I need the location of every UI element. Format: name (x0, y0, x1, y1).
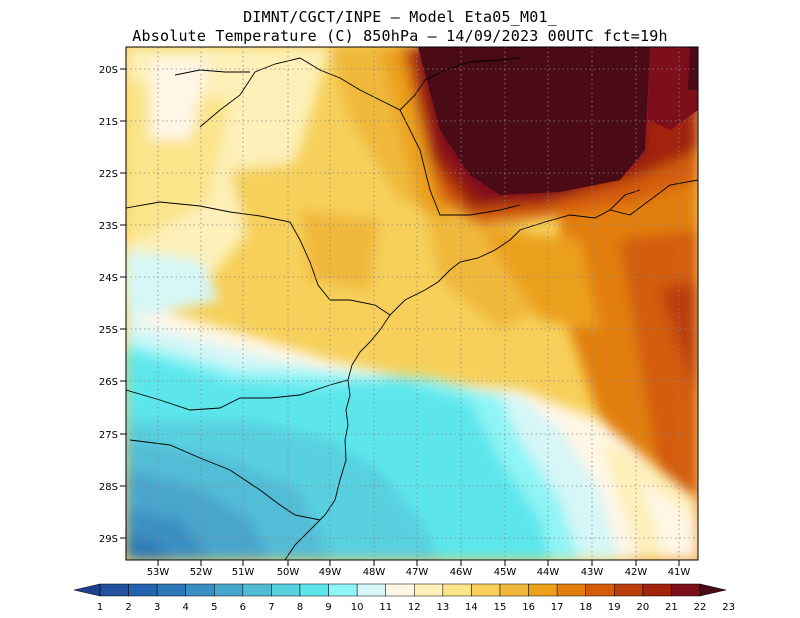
colorbar-label: 18 (579, 602, 592, 613)
lat-label: 25S (99, 325, 118, 336)
colorbar: 1 2 3 4 5 6 7 8 9 10 11 12 13 14 15 16 17 18 19 20 21 22 23 (73, 583, 735, 613)
colorbar-swatch (156, 583, 186, 597)
lat-label: 27S (99, 430, 118, 441)
colorbar-label: 2 (125, 602, 131, 613)
colorbar-swatch (128, 583, 158, 597)
lat-label: 21S (99, 117, 118, 128)
colorbar-swatch (328, 583, 358, 597)
colorbar-label: 10 (351, 602, 364, 613)
latitude-axis: 20S 21S 22S 23S 24S 25S 26S 27S 28S 29S (99, 65, 126, 545)
colorbar-swatch (214, 583, 244, 597)
colorbar-label: 22 (694, 602, 707, 613)
lat-label: 29S (99, 534, 118, 545)
lat-lon-grid (126, 47, 698, 560)
colorbar-label: 23 (722, 602, 735, 613)
lon-label: 45W (494, 567, 517, 578)
lat-label: 28S (99, 482, 118, 493)
temperature-field (126, 47, 698, 560)
lon-label: 41W (668, 567, 691, 578)
map-frame (125, 46, 699, 561)
lat-label: 23S (99, 221, 118, 232)
lon-label: 50W (277, 567, 300, 578)
colorbar-label: 16 (522, 602, 535, 613)
colorbar-label: 4 (183, 602, 189, 613)
colorbar-label: 20 (636, 602, 649, 613)
colorbar-arrow-high (699, 583, 727, 597)
colorbar-swatch (642, 583, 672, 597)
lon-label: 43W (581, 567, 604, 578)
colorbar-swatch (99, 583, 129, 597)
coastline-and-borders (126, 57, 698, 560)
lat-label: 22S (99, 169, 118, 180)
lon-label: 49W (319, 567, 342, 578)
colorbar-label: 21 (665, 602, 678, 613)
colorbar-swatch (271, 583, 301, 597)
lat-label: 26S (99, 377, 118, 388)
colorbar-label: 5 (211, 602, 217, 613)
longitude-axis: 53W 52W 51W 50W 49W 48W 47W 46W 45W 44W … (147, 560, 691, 578)
colorbar-swatch (585, 583, 615, 597)
lat-label: 20S (99, 65, 118, 76)
colorbar-swatch (499, 583, 529, 597)
lon-label: 47W (406, 567, 429, 578)
colorbar-label: 13 (436, 602, 449, 613)
colorbar-swatch (185, 583, 215, 597)
colorbar-label: 14 (465, 602, 478, 613)
colorbar-label: 15 (494, 602, 507, 613)
colorbar-label: 9 (325, 602, 331, 613)
colorbar-swatch (385, 583, 415, 597)
lon-label: 51W (232, 567, 255, 578)
colorbar-swatch (528, 583, 558, 597)
lon-label: 48W (363, 567, 386, 578)
colorbar-swatch (556, 583, 586, 597)
colorbar-swatch (414, 583, 444, 597)
colorbar-label: 6 (240, 602, 246, 613)
colorbar-swatch (442, 583, 472, 597)
colorbar-label: 3 (154, 602, 160, 613)
lon-label: 53W (147, 567, 170, 578)
colorbar-swatch (242, 583, 272, 597)
colorbar-swatch (356, 583, 386, 597)
colorbar-swatch (614, 583, 644, 597)
map-title-line2: Absolute Temperature (C) 850hPa – 14/09/… (132, 27, 668, 45)
lon-label: 44W (537, 567, 560, 578)
lon-label: 52W (190, 567, 213, 578)
colorbar-label: 11 (379, 602, 392, 613)
lon-label: 46W (450, 567, 473, 578)
colorbar-swatch (471, 583, 501, 597)
lon-label: 42W (625, 567, 648, 578)
colorbar-label: 19 (608, 602, 621, 613)
map-title-line1: DIMNT/CGCT/INPE – Model Eta05_M01_ (243, 8, 557, 26)
colorbar-swatch (299, 583, 329, 597)
colorbar-swatch (671, 583, 701, 597)
colorbar-label: 8 (297, 602, 303, 613)
colorbar-label: 1 (97, 602, 103, 613)
colorbar-arrow-low (73, 583, 101, 597)
colorbar-label: 17 (551, 602, 564, 613)
colorbar-label: 7 (268, 602, 274, 613)
lat-label: 24S (99, 273, 118, 284)
colorbar-label: 12 (408, 602, 421, 613)
